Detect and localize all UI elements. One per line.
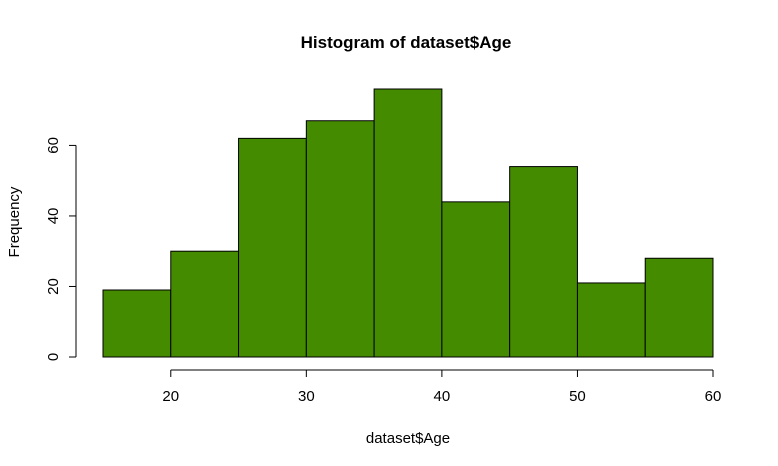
x-tick-label: 60	[705, 388, 722, 405]
chart-title: Histogram of dataset$Age	[301, 33, 512, 52]
y-tick-label: 20	[45, 278, 62, 295]
histogram-bar	[509, 166, 578, 358]
x-tick-label: 20	[162, 388, 179, 405]
y-axis-label: Frequency	[6, 186, 23, 257]
histogram-bar	[305, 120, 375, 358]
x-tick-label: 30	[298, 388, 315, 405]
x-tick-label: 40	[434, 388, 451, 405]
histogram-bar	[170, 250, 240, 358]
histogram-bar	[441, 201, 511, 358]
y-tick-label: 40	[45, 208, 62, 225]
histogram-bar	[238, 137, 307, 358]
x-tick-label: 50	[569, 388, 586, 405]
bars-group	[102, 88, 714, 358]
histogram-bar	[644, 257, 714, 358]
y-tick-label: 0	[45, 353, 62, 361]
x-axis-label: dataset$Age	[366, 430, 450, 447]
histogram-bar	[576, 282, 646, 358]
histogram-bar	[102, 289, 172, 358]
x-axis: 20 30 40 50 60	[162, 369, 722, 405]
y-axis: 0 20 40 60	[45, 137, 77, 361]
histogram-bar	[373, 88, 443, 358]
y-tick-label: 60	[45, 137, 62, 154]
